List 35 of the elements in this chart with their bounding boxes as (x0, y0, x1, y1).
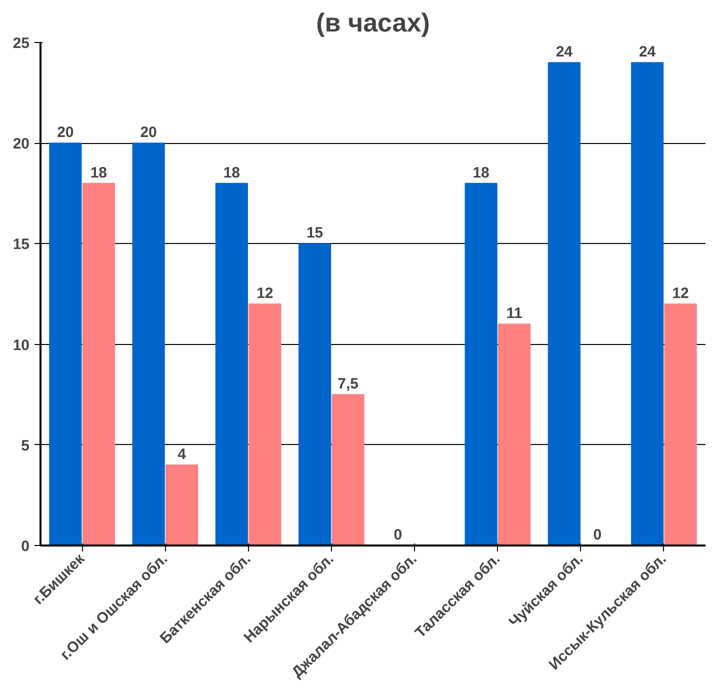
data-label: 20 (140, 124, 157, 142)
data-label: 4 (178, 446, 187, 464)
bar (664, 304, 697, 546)
bar (166, 464, 198, 546)
data-label: 18 (90, 164, 108, 182)
data-label: 12 (672, 285, 689, 302)
bar (49, 142, 82, 546)
data-label: 11 (506, 305, 522, 322)
y-tick-label: 10 (12, 336, 30, 354)
y-tick-label: 5 (21, 437, 30, 454)
bar (132, 142, 165, 546)
data-label: 7,5 (338, 376, 358, 393)
data-label: 12 (256, 285, 274, 302)
y-tick-label: 0 (21, 538, 30, 555)
bar (464, 182, 498, 546)
data-label: 24 (638, 44, 656, 61)
bar (298, 243, 332, 546)
bar (631, 62, 664, 546)
data-label: 20 (57, 124, 74, 142)
bar (332, 394, 364, 546)
bar (215, 182, 248, 546)
data-label: 24 (556, 44, 574, 61)
data-label: 0 (394, 526, 402, 544)
bar (548, 62, 580, 546)
data-label: 15 (306, 224, 324, 242)
bar (248, 304, 282, 546)
data-label: 18 (223, 164, 240, 182)
data-label: 0 (593, 526, 602, 544)
y-tick-label: 25 (12, 35, 30, 52)
y-tick-label: 20 (12, 136, 30, 153)
bar (498, 324, 531, 546)
y-tick-label: 15 (12, 236, 30, 254)
bar (82, 182, 115, 546)
chart-title: (в часах) (316, 8, 430, 38)
data-label: 18 (472, 164, 490, 182)
